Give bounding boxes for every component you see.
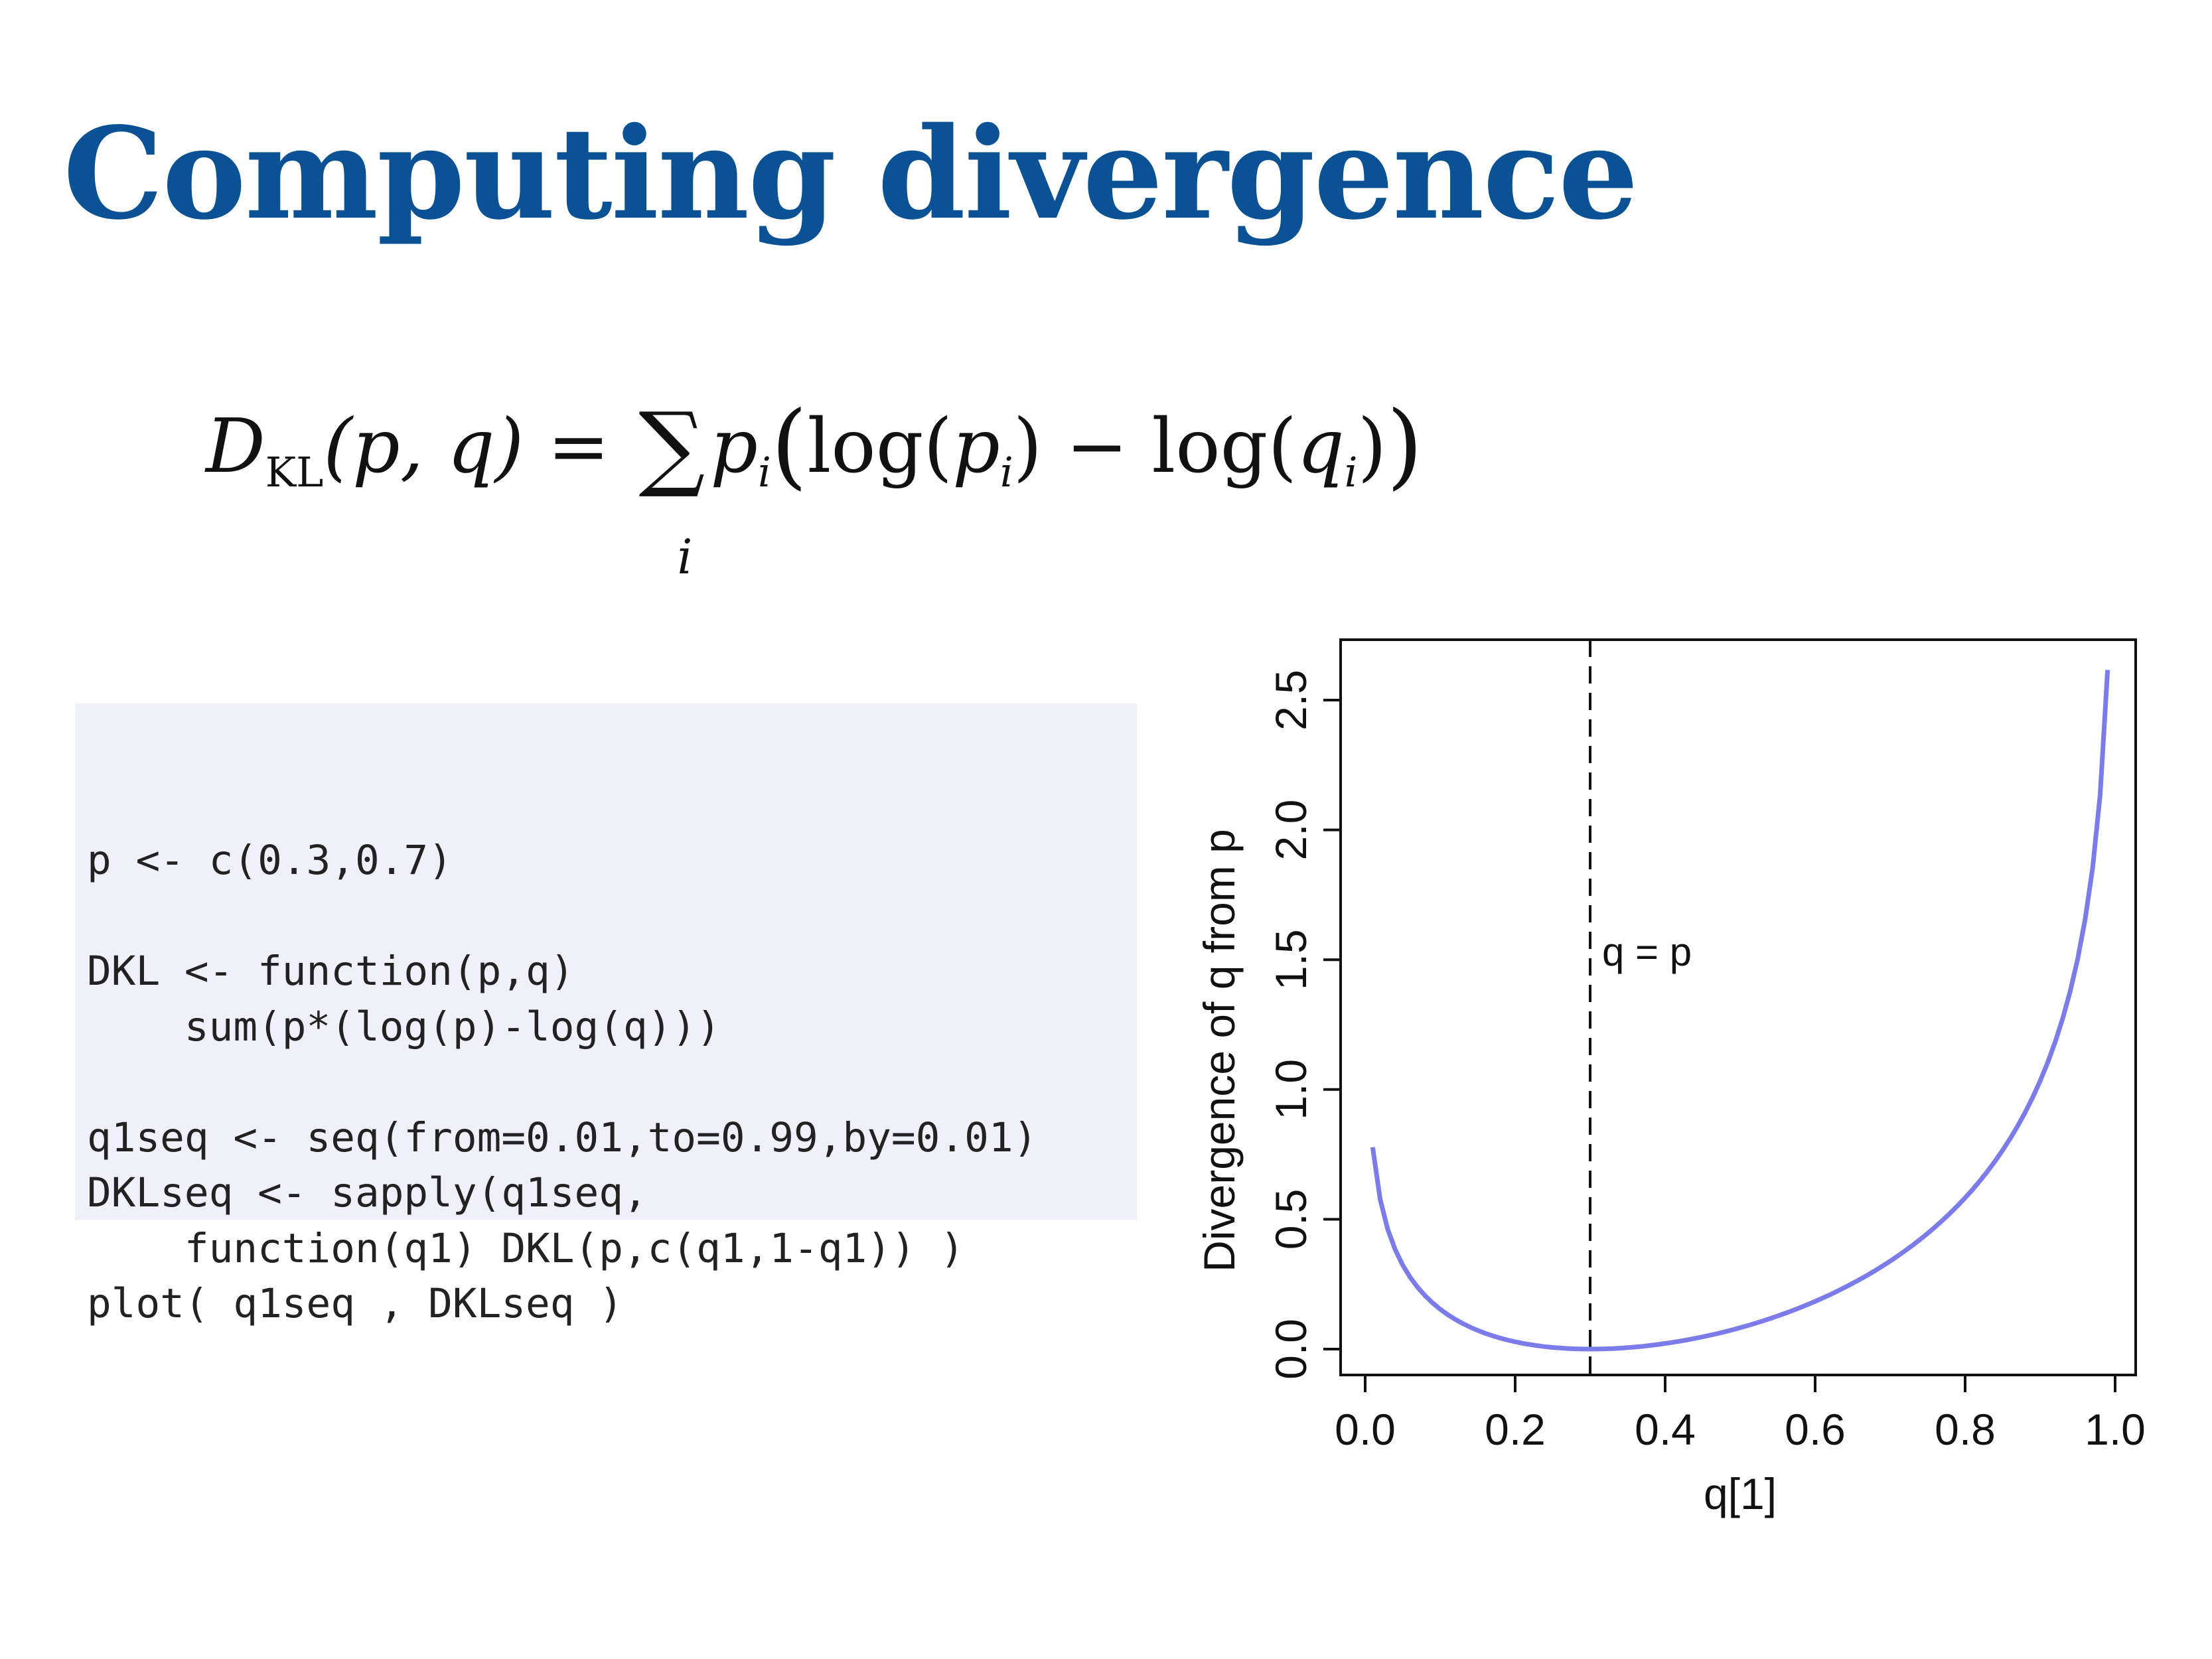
x-tick-label: 0.4	[1635, 1405, 1696, 1454]
formula-close1: )	[1013, 403, 1043, 490]
formula-minus: −	[1065, 403, 1128, 490]
formula-p2-sub: i	[999, 448, 1013, 496]
x-tick-label: 0.8	[1935, 1405, 1996, 1454]
divergence-curve	[1370, 670, 2110, 1352]
formula-p2: p	[952, 403, 1000, 490]
slide-title: Computing divergence	[63, 100, 1639, 248]
code-line: plot( q1seq , DKLseq )	[87, 1280, 623, 1327]
x-axis: 0.0 0.2 0.4 0.6 0.8 1.0	[1335, 1374, 2146, 1454]
formula-lhs-args: (p, q)	[323, 403, 524, 490]
formula-q-sub: i	[1344, 448, 1358, 496]
divergence-plot: 0.0 0.2 0.4 0.6 0.8 1.0 0.0 0.5 1.0 1.5 2.0 2.5 q …	[1195, 638, 2146, 1518]
formula-q: q	[1297, 403, 1345, 490]
x-tick-label: 0.2	[1485, 1405, 1546, 1454]
formula-log2: log(	[1151, 403, 1297, 490]
y-axis-label: Divergence of q from p	[1195, 829, 1244, 1272]
code-line: DKL <- function(p,q)	[87, 948, 575, 995]
formula-close-paren: )	[1386, 392, 1423, 500]
x-axis-label: q[1]	[1704, 1469, 1777, 1518]
y-axis: 0.0 0.5 1.0 1.5 2.0 2.5	[1266, 670, 1342, 1380]
formula-p: p	[710, 403, 758, 490]
formula-close2: )	[1357, 403, 1387, 490]
formula-sum: ∑ i	[638, 393, 705, 585]
y-tick-label: 0.5	[1266, 1189, 1315, 1250]
formula-p-sub: i	[758, 448, 771, 496]
y-tick-label: 0.0	[1266, 1319, 1315, 1380]
code-line: p <- c(0.3,0.7)	[87, 837, 453, 884]
x-tick-label: 0.0	[1335, 1405, 1396, 1454]
formula-d: D	[206, 403, 265, 490]
formula-kl-subscript: KL	[265, 448, 324, 496]
y-tick-label: 2.5	[1266, 670, 1315, 731]
code-line: function(q1) DKL(p,c(q1,1-q1)) )	[87, 1224, 965, 1272]
code-line	[87, 889, 1125, 944]
formula-equals: =	[547, 403, 610, 490]
sum-index: i	[677, 529, 693, 585]
sum-symbol: ∑	[638, 393, 705, 501]
y-tick-label: 1.0	[1266, 1059, 1315, 1120]
x-tick-label: 0.6	[1785, 1405, 1846, 1454]
q-equals-p-label: q = p	[1602, 930, 1692, 974]
plot-frame	[1339, 638, 2137, 1376]
code-line	[87, 1054, 1125, 1110]
x-tick-label: 1.0	[2085, 1405, 2146, 1454]
y-tick-label: 1.5	[1266, 929, 1315, 990]
code-line: q1seq <- seq(from=0.01,to=0.99,by=0.01)	[87, 1114, 1038, 1161]
code-line: DKLseq <- sapply(q1seq,	[87, 1169, 648, 1216]
kl-divergence-formula: DKL(p, q) = ∑ i pi(log(pi) − log(qi))	[206, 392, 1423, 585]
formula-log1: log(	[807, 403, 953, 490]
formula-open-paren: (	[771, 392, 808, 500]
code-line: sum(p*(log(p)-log(q)))	[87, 1003, 721, 1050]
r-code-block: p <- c(0.3,0.7) DKL <- function(p,q) sum(…	[75, 703, 1137, 1327]
y-tick-label: 2.0	[1266, 800, 1315, 861]
